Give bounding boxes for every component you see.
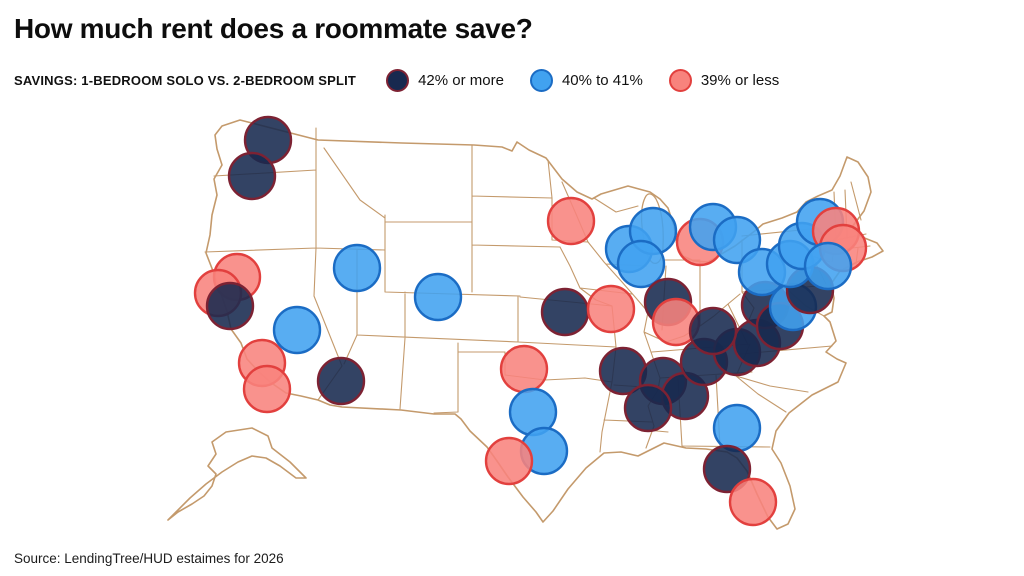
metro-bubble-low (499, 344, 549, 394)
metro-bubble-mid (616, 239, 666, 289)
metro-bubble-mid (272, 305, 322, 355)
legend-item-label: 39% or less (700, 71, 780, 89)
legend-title: SAVINGS: 1-BEDROOM SOLO VS. 2-BEDROOM SP… (14, 72, 357, 88)
legend-item-label: 40% to 41% (561, 71, 643, 89)
metro-bubble-mid (332, 243, 382, 293)
metro-bubble-low (728, 477, 778, 527)
metro-bubble-mid (712, 215, 762, 265)
metro-bubble-high (205, 281, 255, 331)
metro-bubble-low (484, 436, 534, 486)
metro-bubble-high (623, 383, 673, 433)
legend-swatch-blue-circle (529, 68, 553, 92)
alaska-outline (167, 427, 307, 521)
metro-bubble-mid (413, 272, 463, 322)
metro-bubble-low (586, 284, 636, 334)
source-note: Source: LendingTree/HUD estaimes for 202… (14, 551, 284, 566)
legend-item-40-to-41: 40% to 41% (529, 68, 643, 92)
metro-bubble-high (540, 287, 590, 337)
legend-items: 42% or more 40% to 41% 39% or less (386, 68, 780, 92)
legend-item-label: 42% or more (418, 71, 504, 89)
chart-title: How much rent does a roommate save? (14, 13, 533, 44)
metro-bubble-low (242, 364, 292, 414)
metro-bubble-high (702, 444, 752, 494)
legend-item-39-or-less: 39% or less (668, 68, 780, 92)
legend-swatch-red-circle (668, 68, 692, 92)
metro-bubble-low (546, 196, 596, 246)
bubble-layer (193, 115, 868, 527)
legend-swatch-dark-circle (386, 68, 410, 92)
metro-bubble-mid (712, 403, 762, 453)
metro-bubble-high (688, 306, 738, 356)
metro-bubble-high (227, 151, 277, 201)
metro-bubble-high (316, 356, 366, 406)
legend-item-42-or-more: 42% or more (386, 68, 504, 92)
metro-bubble-mid (803, 241, 853, 291)
legend: SAVINGS: 1-BEDROOM SOLO VS. 2-BEDROOM SP… (14, 68, 1010, 92)
chart-header: How much rent does a roommate save? SAVI… (0, 0, 1024, 92)
